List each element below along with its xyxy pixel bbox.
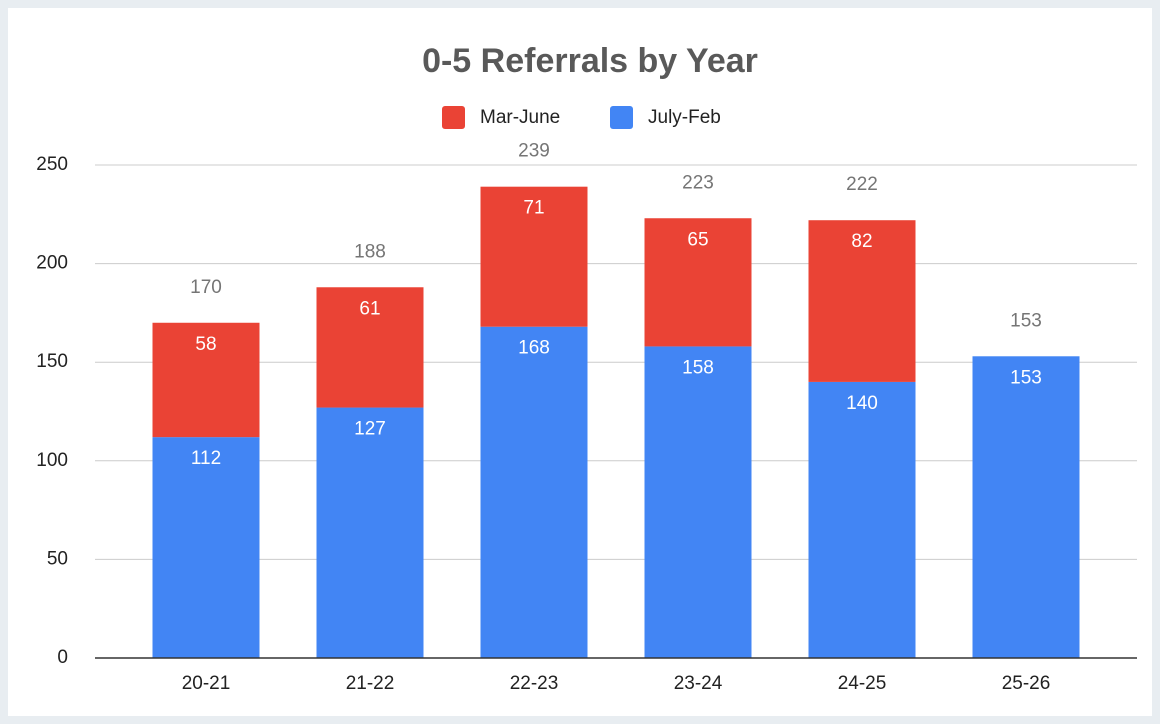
x-tick-label: 24-25 xyxy=(838,673,887,694)
bar-segment xyxy=(152,322,260,438)
legend-swatch xyxy=(610,106,633,129)
bar-segment xyxy=(972,356,1080,658)
bar-segment xyxy=(152,437,260,658)
data-label: 168 xyxy=(518,338,550,359)
legend-label: July-Feb xyxy=(648,107,721,128)
total-label: 188 xyxy=(354,241,386,262)
data-label: 71 xyxy=(523,198,544,219)
y-tick-label: 50 xyxy=(47,548,68,569)
bar-segment xyxy=(480,186,588,327)
data-label: 82 xyxy=(851,231,872,252)
data-label: 112 xyxy=(191,448,221,469)
x-tick-label: 22-23 xyxy=(510,673,559,694)
bar-segment xyxy=(808,381,916,658)
y-tick-label: 0 xyxy=(57,647,68,668)
data-label: 58 xyxy=(195,334,216,355)
bar-segment xyxy=(316,287,424,408)
y-tick-label: 250 xyxy=(36,154,68,175)
legend-label: Mar-June xyxy=(480,107,560,128)
total-label: 153 xyxy=(1010,310,1042,331)
y-tick-label: 100 xyxy=(36,450,68,471)
total-label: 223 xyxy=(682,172,714,193)
data-label: 140 xyxy=(846,393,878,414)
bar-segment xyxy=(644,218,752,347)
chart-title: 0-5 Referrals by Year xyxy=(422,42,758,80)
data-label: 127 xyxy=(354,419,386,440)
bar-segment xyxy=(316,407,424,658)
data-label: 158 xyxy=(682,357,714,378)
data-label: 61 xyxy=(359,298,380,319)
x-tick-label: 25-26 xyxy=(1002,673,1051,694)
bar-segment xyxy=(644,346,752,658)
data-label: 153 xyxy=(1010,367,1042,388)
y-tick-label: 150 xyxy=(36,351,68,372)
x-tick-label: 20-21 xyxy=(182,673,231,694)
legend-swatch xyxy=(442,106,465,129)
bar-segment xyxy=(480,326,588,658)
data-label: 65 xyxy=(687,229,708,250)
x-tick-label: 23-24 xyxy=(674,673,723,694)
total-label: 170 xyxy=(190,277,222,298)
y-tick-label: 200 xyxy=(36,253,68,274)
bar-segment xyxy=(808,220,916,382)
total-label: 222 xyxy=(846,174,878,195)
x-tick-label: 21-22 xyxy=(346,673,395,694)
total-label: 239 xyxy=(518,141,550,162)
